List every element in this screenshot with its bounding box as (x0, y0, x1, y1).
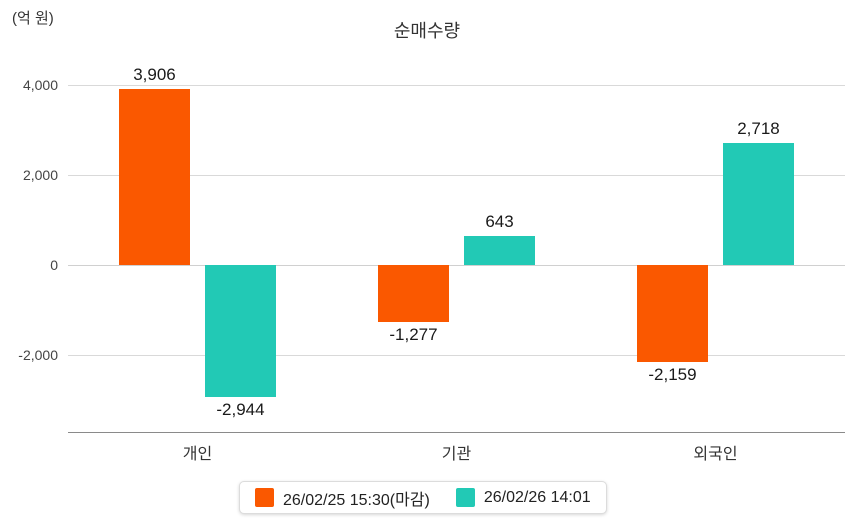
bar-value-label: -2,944 (216, 400, 265, 420)
y-tick-label: 0 (50, 257, 58, 273)
plot-area (68, 85, 845, 432)
category-label-1: 기관 (441, 446, 472, 463)
y-tick-label: 2,000 (22, 167, 58, 183)
category-label-2: 외국인 (693, 446, 738, 463)
bar[interactable] (205, 265, 276, 398)
bar-value-label: 643 (485, 212, 514, 232)
chart-legend[interactable]: 26/02/25 15:30(마감) 26/02/26 14:01 (239, 481, 607, 514)
bar[interactable] (723, 142, 794, 265)
y-axis-unit-label: (억 원) (12, 10, 54, 27)
bar-value-label: 2,718 (737, 118, 780, 138)
bar[interactable] (119, 89, 190, 265)
bar-value-label: -1,277 (389, 325, 438, 345)
bar-value-label: -2,159 (648, 365, 697, 385)
gridline-0 (68, 265, 845, 266)
legend-label: 26/02/26 14:01 (483, 488, 591, 506)
legend-swatch-icon (255, 488, 274, 507)
chart-title: 순매수량 (393, 21, 461, 41)
y-tick-label: 4,000 (22, 77, 58, 93)
bar[interactable] (464, 236, 535, 265)
bar[interactable] (637, 265, 708, 363)
legend-item-1[interactable]: 26/02/26 14:01 (455, 488, 591, 507)
category-label-0: 개인 (182, 446, 213, 463)
gridline-4000 (68, 85, 845, 86)
gridline--2000 (68, 355, 845, 356)
bar-value-label: 3,906 (133, 65, 176, 85)
legend-label: 26/02/25 15:30(마감) (283, 491, 430, 509)
legend-swatch-icon (455, 488, 475, 507)
x-axis-line (68, 432, 845, 433)
y-tick-label: -2,000 (18, 347, 58, 363)
legend-item-0[interactable]: 26/02/25 15:30(마감) (255, 486, 430, 510)
gridline-2000 (68, 175, 845, 176)
bar[interactable] (378, 265, 449, 323)
